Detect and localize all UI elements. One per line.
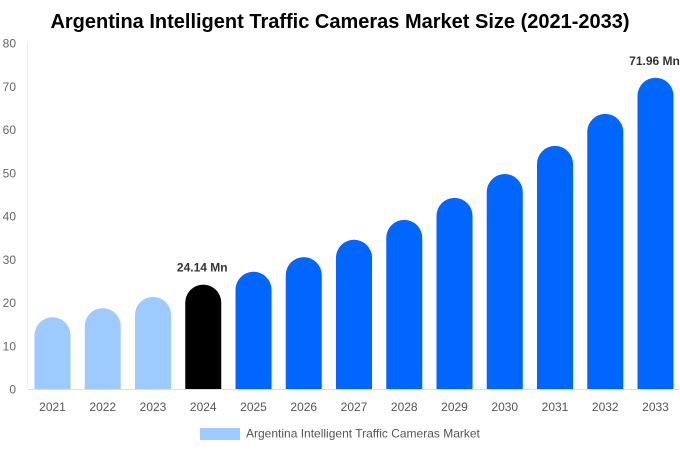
y-tick-label: 40 [3, 210, 17, 224]
y-tick-label: 70 [3, 80, 17, 94]
legend-swatch [200, 428, 240, 440]
bar-2028[interactable] [386, 219, 423, 389]
x-tick-label: 2023 [140, 400, 167, 414]
data-label: 24.14 Mn [177, 261, 228, 275]
bar-2024[interactable] [185, 284, 222, 389]
x-tick-label: 2027 [341, 400, 368, 414]
bar-2021[interactable] [34, 317, 71, 389]
x-tick-label: 2025 [240, 400, 267, 414]
x-tick-label: 2021 [39, 400, 66, 414]
bar-2032[interactable] [587, 113, 624, 389]
x-tick-label: 2032 [592, 400, 619, 414]
y-tick-label: 50 [3, 166, 17, 180]
bar-2027[interactable] [336, 239, 372, 389]
y-tick-label: 20 [3, 296, 17, 310]
data-label: 71.96 Mn [629, 54, 680, 68]
x-tick-label: 2024 [190, 400, 217, 414]
y-tick-label: 80 [3, 37, 17, 51]
bar-2033[interactable] [637, 77, 674, 389]
x-tick-label: 2029 [441, 400, 468, 414]
bar-2031[interactable] [537, 145, 573, 389]
chart-title: Argentina Intelligent Traffic Cameras Ma… [50, 11, 629, 33]
y-tick-label: 0 [9, 383, 16, 397]
bar-2022[interactable] [84, 308, 121, 389]
x-tick-label: 2031 [542, 400, 569, 414]
x-tick-label: 2026 [290, 400, 317, 414]
x-tick-label: 2033 [642, 400, 669, 414]
bar-2026[interactable] [285, 257, 322, 389]
x-tick-label: 2022 [89, 400, 116, 414]
bar-2025[interactable] [235, 271, 272, 389]
bar-2030[interactable] [486, 174, 523, 389]
legend-label: Argentina Intelligent Traffic Cameras Ma… [246, 427, 481, 441]
bar-2023[interactable] [135, 296, 171, 389]
x-tick-label: 2030 [491, 400, 518, 414]
bar-2029[interactable] [436, 197, 473, 389]
y-tick-label: 60 [3, 123, 17, 137]
y-tick-label: 30 [3, 253, 17, 267]
legend[interactable]: Argentina Intelligent Traffic Cameras Ma… [200, 427, 481, 441]
x-tick-label: 2028 [391, 400, 418, 414]
y-tick-label: 10 [3, 339, 17, 353]
